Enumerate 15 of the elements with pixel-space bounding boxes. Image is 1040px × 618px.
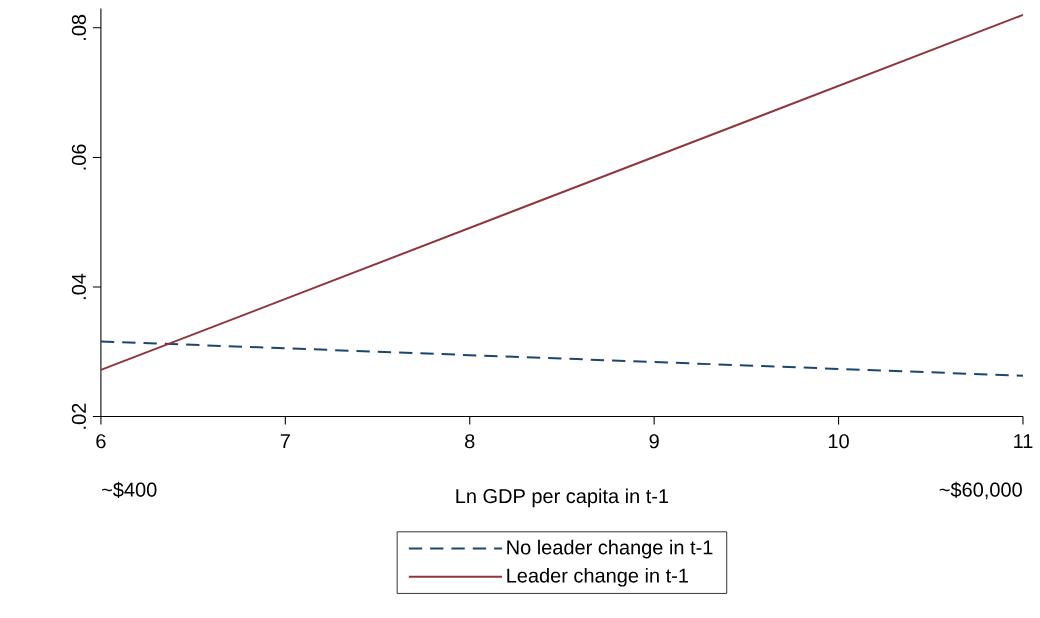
legend-label: Leader change in t-1	[507, 567, 688, 587]
x-tick-label: 9	[649, 433, 659, 449]
y-tick-label: .04	[71, 273, 86, 299]
text: ~$400	[102, 481, 157, 498]
x-tick-label: 11	[1014, 433, 1033, 448]
x-tick-label: 10	[828, 433, 849, 449]
x-tick-label: 7	[280, 433, 290, 448]
text: ~$60,000	[939, 481, 1022, 499]
y-tick-label: .08	[71, 14, 86, 40]
y-tick-label: .06	[71, 144, 86, 170]
y-tick-label: .02	[71, 403, 86, 429]
legend-label: No leader change in t-1	[507, 539, 713, 559]
x-tick-label: 6	[96, 433, 106, 449]
x-axis-title: Ln GDP per capita in t-1	[456, 488, 669, 507]
x-tick-label: 8	[465, 433, 475, 449]
